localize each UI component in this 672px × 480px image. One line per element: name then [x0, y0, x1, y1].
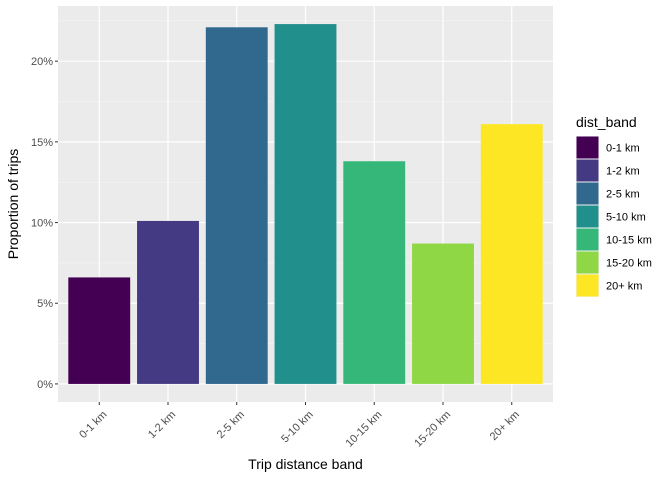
legend-label: 10-15 km [606, 235, 652, 247]
legend-title: dist_band [576, 114, 637, 130]
y-tick-label: 15% [31, 137, 53, 149]
legend-label: 15-20 km [606, 258, 652, 270]
legend-label: 5-10 km [606, 212, 646, 224]
legend-label: 2-5 km [606, 189, 640, 201]
legend-swatch [576, 251, 599, 274]
bar-15-20-km [412, 243, 474, 384]
x-tick-label: 1-2 km [146, 409, 178, 441]
y-axis: 0% 5% 10% 15% 20% [31, 56, 58, 391]
legend-swatch [576, 182, 599, 205]
x-tick-label: 15-20 km [412, 409, 453, 450]
legend: dist_band 0-1 km 1-2 km 2-5 km 5-10 km 10-15… [576, 114, 652, 297]
x-tick-label: 0-1 km [77, 409, 109, 441]
legend-label: 20+ km [606, 281, 642, 293]
bar-5-10-km [274, 24, 337, 384]
bar-0-1-km [68, 277, 131, 384]
bar-20-km [480, 124, 543, 384]
y-axis-title: Proportion of trips [5, 149, 21, 260]
bar-2-5-km [205, 27, 268, 384]
x-tick-label: 5-10 km [279, 409, 316, 446]
x-tick-label: 2-5 km [215, 409, 247, 441]
legend-swatch [576, 136, 599, 159]
bar-10-15-km [343, 161, 406, 384]
legend-label: 1-2 km [606, 166, 640, 178]
x-axis: 0-1 km 1-2 km 2-5 km 5-10 km 10-15 km 15-20 k… [77, 402, 522, 450]
y-tick-label: 10% [31, 218, 53, 230]
legend-swatch [576, 228, 599, 251]
x-tick-label: 20+ km [488, 409, 522, 443]
bars [68, 24, 543, 384]
legend-swatch [576, 159, 599, 182]
x-tick-label: 10-15 km [344, 409, 385, 450]
x-axis-title: Trip distance band [248, 456, 363, 472]
bar-1-2-km [137, 220, 199, 384]
y-tick-label: 0% [37, 379, 53, 391]
legend-swatch [576, 205, 599, 228]
legend-label: 0-1 km [606, 143, 640, 155]
legend-swatch [576, 274, 599, 297]
y-tick-label: 5% [37, 298, 53, 310]
y-tick-label: 20% [31, 56, 53, 68]
